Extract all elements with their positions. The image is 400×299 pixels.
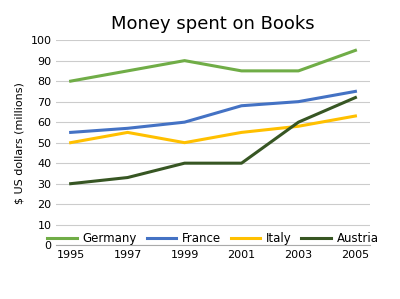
Italy xyxy=(125,131,130,134)
Austria xyxy=(68,182,73,185)
Austria xyxy=(182,161,187,165)
Germany xyxy=(125,69,130,73)
Germany xyxy=(296,69,301,73)
France xyxy=(296,100,301,103)
France xyxy=(353,90,358,93)
Line: Austria: Austria xyxy=(71,97,356,184)
Austria xyxy=(239,161,244,165)
Germany xyxy=(353,48,358,52)
Line: Germany: Germany xyxy=(71,50,356,81)
Germany xyxy=(239,69,244,73)
Germany xyxy=(182,59,187,62)
Legend: Germany, France, Italy, Austria: Germany, France, Italy, Austria xyxy=(43,227,383,250)
France xyxy=(68,131,73,134)
Y-axis label: $ US dollars (millions): $ US dollars (millions) xyxy=(15,82,25,204)
France xyxy=(239,104,244,108)
Title: Money spent on Books: Money spent on Books xyxy=(111,15,315,33)
Italy xyxy=(182,141,187,144)
Austria xyxy=(353,96,358,99)
Italy xyxy=(296,124,301,128)
Line: France: France xyxy=(71,91,356,132)
France xyxy=(125,126,130,130)
Italy xyxy=(353,114,358,118)
France xyxy=(182,120,187,124)
Italy xyxy=(68,141,73,144)
Germany xyxy=(68,79,73,83)
Austria xyxy=(296,120,301,124)
Austria xyxy=(125,176,130,179)
Italy xyxy=(239,131,244,134)
Line: Italy: Italy xyxy=(71,116,356,143)
